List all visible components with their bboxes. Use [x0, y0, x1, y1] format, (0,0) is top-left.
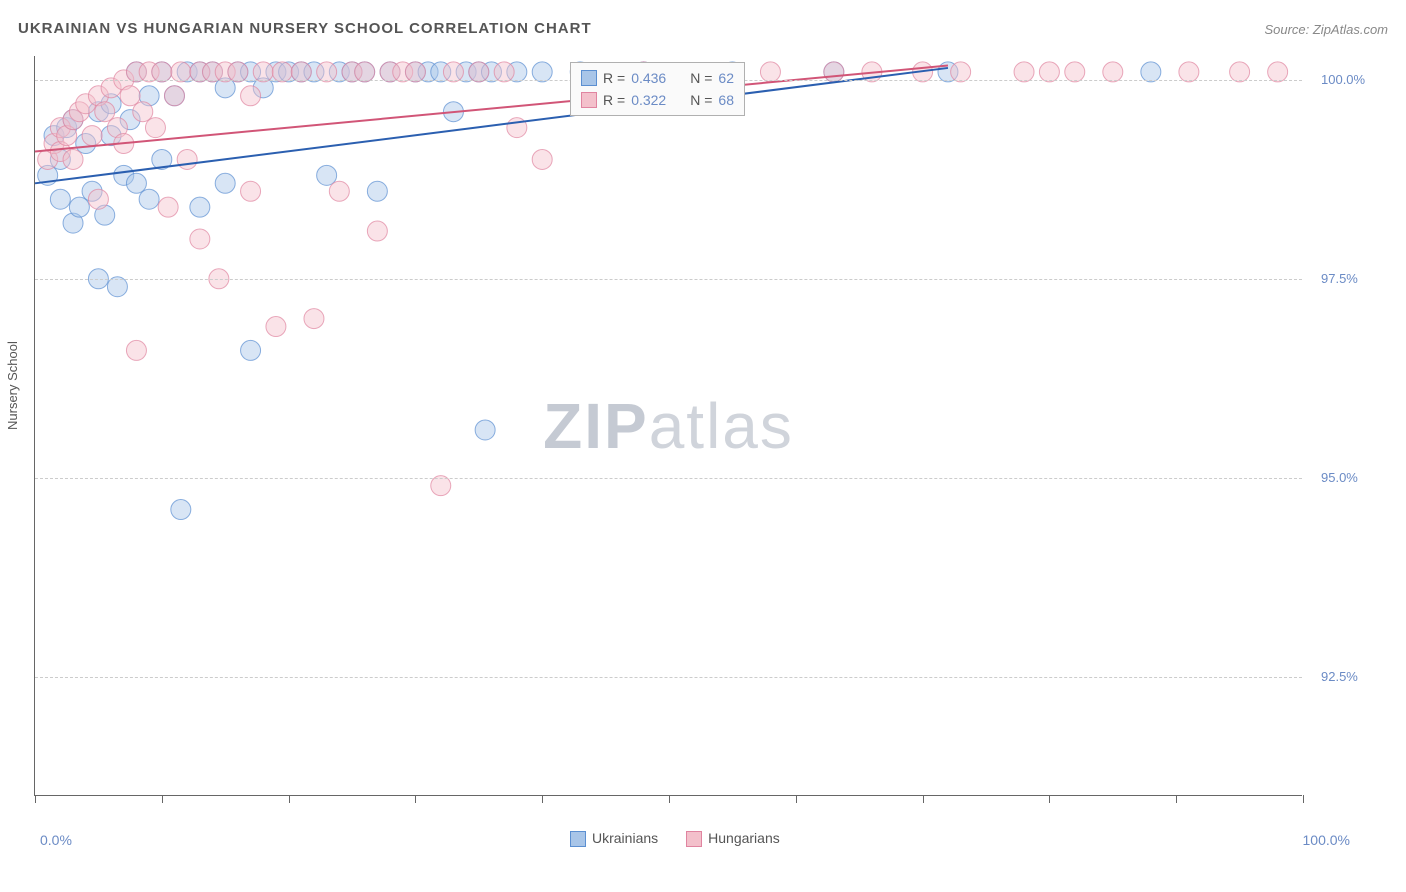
series-legend-item: Ukrainians [570, 830, 658, 847]
data-point [215, 173, 235, 193]
chart-title: UKRAINIAN VS HUNGARIAN NURSERY SCHOOL CO… [18, 20, 592, 37]
series-legend-label: Ukrainians [592, 830, 658, 846]
data-point [50, 189, 70, 209]
data-point [266, 317, 286, 337]
data-point [475, 420, 495, 440]
data-point [63, 149, 83, 169]
series-legend: Ukrainians Hungarians [570, 830, 780, 847]
legend-n-label: N = [690, 70, 712, 86]
chart-container: UKRAINIAN VS HUNGARIAN NURSERY SCHOOL CO… [0, 0, 1406, 892]
legend-row: R = 0.436 N = 62 [581, 67, 734, 89]
legend-row: R = 0.322 N = 68 [581, 89, 734, 111]
data-point [133, 102, 153, 122]
data-point [190, 229, 210, 249]
y-tick-label: 92.5% [1321, 669, 1358, 684]
data-point [139, 189, 159, 209]
data-point [126, 173, 146, 193]
y-tick-label: 97.5% [1321, 271, 1358, 286]
legend-r-value: 0.322 [631, 92, 666, 108]
data-point [95, 102, 115, 122]
data-point [164, 86, 184, 106]
x-axis-min-label: 0.0% [40, 832, 72, 848]
data-point [171, 500, 191, 520]
x-axis-max-label: 100.0% [1303, 832, 1350, 848]
y-tick-label: 100.0% [1321, 72, 1365, 87]
data-point [317, 165, 337, 185]
legend-swatch-icon [570, 831, 586, 847]
data-point [177, 149, 197, 169]
plot-svg [35, 56, 1302, 795]
data-point [241, 86, 261, 106]
legend-r-label: R = [603, 92, 625, 108]
data-point [190, 197, 210, 217]
correlation-legend: R = 0.436 N = 62 R = 0.322 N = 68 [570, 62, 745, 116]
data-point [158, 197, 178, 217]
legend-n-value: 68 [718, 92, 734, 108]
data-point [145, 118, 165, 138]
legend-n-label: N = [690, 92, 712, 108]
data-point [367, 181, 387, 201]
legend-swatch-icon [581, 92, 597, 108]
data-point [304, 309, 324, 329]
data-point [241, 340, 261, 360]
y-axis-label: Nursery School [5, 341, 20, 430]
data-point [82, 126, 102, 146]
data-point [241, 181, 261, 201]
trend-line [35, 68, 948, 183]
plot-area: ZIPatlas 92.5%95.0%97.5%100.0% [34, 56, 1302, 796]
legend-r-value: 0.436 [631, 70, 666, 86]
data-point [329, 181, 349, 201]
legend-r-label: R = [603, 70, 625, 86]
y-tick-label: 95.0% [1321, 470, 1358, 485]
legend-swatch-icon [686, 831, 702, 847]
data-point [126, 340, 146, 360]
legend-n-value: 62 [718, 70, 734, 86]
data-point [88, 189, 108, 209]
series-legend-item: Hungarians [686, 830, 780, 847]
data-point [532, 149, 552, 169]
data-point [69, 197, 89, 217]
source-label: Source: ZipAtlas.com [1264, 22, 1388, 37]
data-point [367, 221, 387, 241]
series-legend-label: Hungarians [708, 830, 780, 846]
data-point [120, 86, 140, 106]
legend-swatch-icon [581, 70, 597, 86]
